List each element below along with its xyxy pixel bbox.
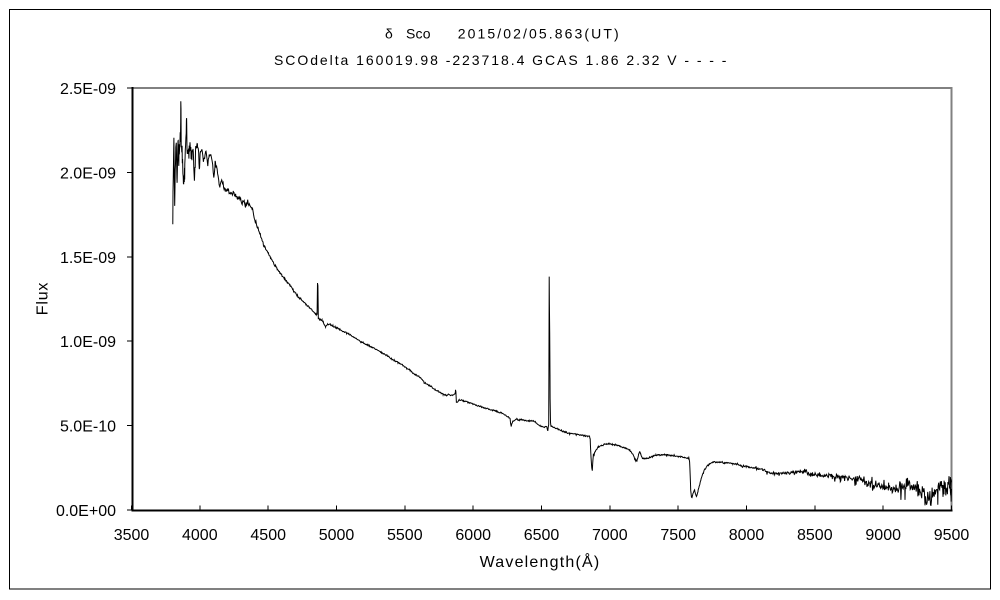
svg-text:Flux: Flux bbox=[35, 282, 52, 315]
svg-text:1.5E-09: 1.5E-09 bbox=[60, 250, 116, 267]
svg-text:δ: δ bbox=[385, 25, 395, 41]
svg-text:5500: 5500 bbox=[387, 527, 423, 544]
svg-text:2015/02/05.863(UT): 2015/02/05.863(UT) bbox=[458, 25, 621, 41]
svg-text:9500: 9500 bbox=[934, 527, 970, 544]
svg-text:SCOdelta 160019.98 -223718.4 G: SCOdelta 160019.98 -223718.4 GCAS 1.86 2… bbox=[274, 52, 728, 68]
svg-text:2.0E-09: 2.0E-09 bbox=[60, 165, 116, 182]
svg-text:4500: 4500 bbox=[250, 527, 286, 544]
svg-text:3500: 3500 bbox=[114, 527, 150, 544]
svg-text:6000: 6000 bbox=[455, 527, 491, 544]
svg-text:Sco: Sco bbox=[406, 25, 431, 41]
svg-text:7000: 7000 bbox=[592, 527, 628, 544]
svg-text:8500: 8500 bbox=[797, 527, 833, 544]
svg-text:4000: 4000 bbox=[182, 527, 218, 544]
svg-text:1.0E-09: 1.0E-09 bbox=[60, 334, 116, 351]
svg-text:0.0E+00: 0.0E+00 bbox=[56, 503, 116, 520]
svg-text:Wavelength(Å): Wavelength(Å) bbox=[480, 552, 601, 571]
svg-text:2.5E-09: 2.5E-09 bbox=[60, 81, 116, 98]
svg-text:7500: 7500 bbox=[660, 527, 696, 544]
svg-text:5000: 5000 bbox=[319, 527, 355, 544]
svg-text:8000: 8000 bbox=[729, 527, 765, 544]
svg-text:9000: 9000 bbox=[865, 527, 901, 544]
svg-text:5.0E-10: 5.0E-10 bbox=[60, 419, 116, 436]
svg-text:6500: 6500 bbox=[524, 527, 560, 544]
